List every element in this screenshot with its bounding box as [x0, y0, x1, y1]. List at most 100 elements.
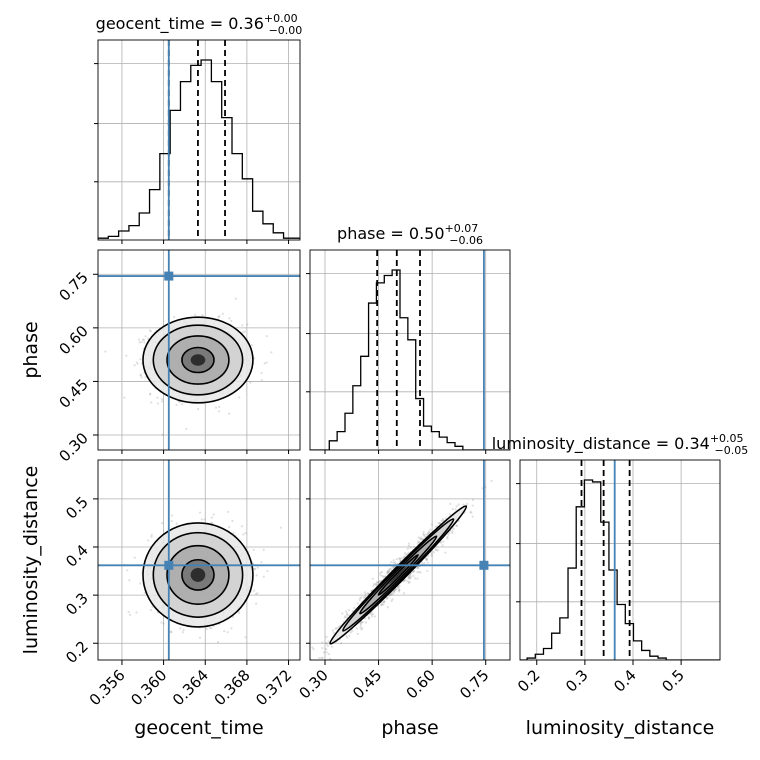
sample-point — [334, 627, 337, 630]
sample-point — [104, 350, 107, 353]
sample-point — [407, 542, 410, 545]
sample-point — [325, 635, 328, 639]
title-sup: +0.07 — [445, 222, 479, 235]
title-sup: +0.05 — [710, 432, 744, 445]
sample-point — [210, 627, 213, 630]
y-axis-label-luminosity_distance: luminosity_distance — [20, 466, 42, 655]
sample-point — [128, 579, 131, 582]
sample-point — [404, 553, 407, 557]
sample-point — [148, 329, 151, 332]
sample-point — [416, 566, 420, 570]
sample-point — [386, 572, 389, 575]
sample-point — [371, 612, 374, 616]
title-sub: −0.06 — [449, 234, 483, 247]
sample-point — [255, 602, 258, 605]
sample-point — [426, 569, 429, 573]
sample-point — [356, 632, 359, 636]
sample-point — [249, 381, 252, 384]
sample-point — [143, 341, 146, 344]
panel-frame — [97, 249, 301, 451]
sample-point — [370, 613, 373, 616]
sample-point — [133, 364, 136, 367]
sample-point — [255, 574, 258, 577]
sample-point — [389, 593, 393, 596]
sample-point — [416, 566, 420, 569]
sample-point — [343, 616, 346, 619]
sample-point — [421, 561, 424, 564]
x-tick-label-luminosity_distance: 0.5 — [658, 666, 688, 696]
sample-point — [161, 522, 164, 525]
sample-point — [238, 396, 241, 399]
sample-point — [263, 362, 266, 365]
sample-point — [227, 510, 230, 513]
sample-point — [441, 544, 444, 547]
sample-point — [203, 518, 206, 521]
sample-point — [398, 584, 401, 587]
sample-point — [448, 513, 451, 516]
sample-point — [346, 612, 349, 615]
sample-point — [182, 628, 185, 632]
sample-point — [139, 358, 142, 361]
sample-point — [318, 656, 321, 660]
sample-point — [125, 354, 128, 357]
sample-point — [356, 602, 359, 605]
truth-marker — [164, 560, 174, 570]
hist-panel-phase — [310, 250, 510, 450]
sample-point — [221, 312, 224, 315]
sample-point — [340, 642, 343, 645]
sample-point — [150, 401, 153, 404]
hist-step-geocent_time — [98, 59, 300, 239]
truth-marker — [479, 560, 489, 570]
sample-point — [426, 557, 429, 561]
sample-point — [173, 315, 176, 319]
sample-point — [363, 596, 367, 599]
sample-point — [129, 613, 132, 616]
sample-point — [243, 330, 246, 333]
sample-point — [395, 557, 399, 561]
sample-point — [469, 510, 472, 513]
sample-point — [238, 611, 241, 615]
sample-point — [320, 656, 323, 660]
sample-point — [266, 569, 269, 573]
sample-point — [364, 621, 368, 624]
sample-point — [331, 629, 335, 632]
sample-point — [386, 606, 389, 609]
sample-point — [175, 522, 178, 525]
sample-point — [417, 540, 420, 544]
panel-frame — [309, 249, 511, 451]
sample-point — [420, 537, 423, 541]
x-tick-label-geocent_time: 0.360 — [127, 666, 170, 709]
sample-point — [425, 533, 428, 536]
sample-point — [378, 581, 381, 584]
sample-point — [228, 412, 231, 415]
sample-point — [254, 592, 258, 596]
sample-point — [471, 504, 474, 507]
sample-point — [142, 338, 146, 341]
sample-point — [253, 589, 256, 592]
hist-panel-luminosity_distance — [520, 460, 720, 660]
sample-point — [364, 595, 367, 598]
y-tick-label-luminosity_distance: 0.5 — [62, 493, 92, 523]
posterior-panel-geocent_time-phase — [98, 250, 300, 450]
sample-point — [371, 577, 374, 580]
sample-point — [378, 580, 381, 583]
sample-point — [405, 553, 408, 556]
sample-point — [149, 609, 152, 612]
sample-point — [407, 544, 410, 547]
sample-point — [392, 559, 395, 562]
sample-point — [390, 560, 393, 564]
hist-step-luminosity_distance — [520, 479, 720, 660]
sample-point — [198, 511, 202, 514]
sample-point — [139, 374, 142, 377]
sample-point — [232, 531, 235, 535]
sample-point — [381, 575, 384, 578]
sample-point — [423, 533, 426, 536]
title-main: geocent_time = 0.36 — [96, 14, 264, 34]
sample-point — [149, 392, 152, 395]
sample-point — [440, 519, 443, 523]
sample-point — [386, 571, 389, 574]
sample-point — [360, 596, 363, 599]
x-tick-label-geocent_time: 0.372 — [252, 666, 295, 709]
sample-point — [388, 594, 391, 597]
sample-point — [412, 545, 416, 548]
